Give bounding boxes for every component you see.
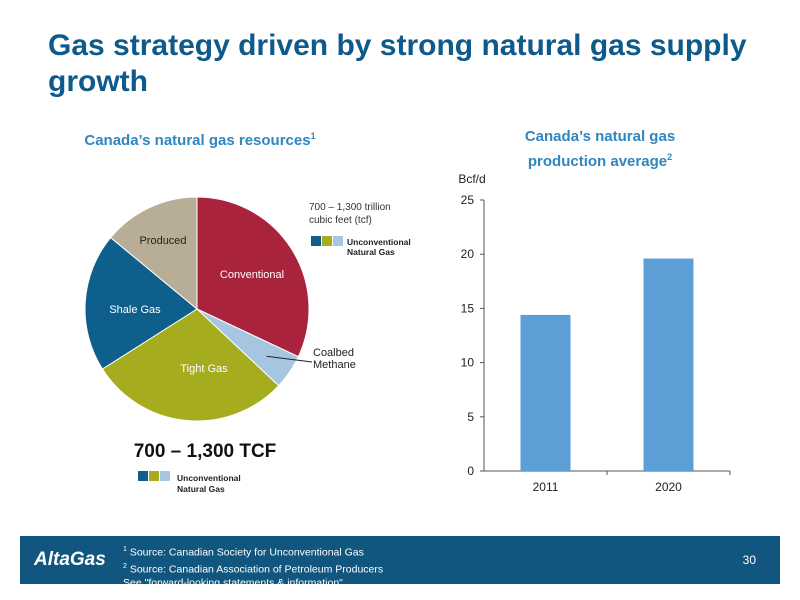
coalbed-leader-line — [266, 355, 313, 363]
pie-legend-bottom-line-2: Natural Gas — [177, 484, 225, 494]
footer-source-1-text: Source: Canadian Society for Unconventio… — [126, 546, 364, 559]
footer-source-2-sup: 2 — [123, 563, 127, 570]
bar-2011 — [520, 314, 571, 471]
pie-subtitle-text: Canada’s natural gas resources — [84, 132, 311, 149]
footer-source-3: See "forward-looking statements & inform… — [123, 577, 383, 591]
altagas-logo: AltaGas — [34, 549, 106, 570]
bar-subtitle: Canada’s natural gas production average2 — [470, 127, 730, 172]
pie-legend-bottom: Unconventional Natural Gas — [138, 471, 241, 494]
bar-chart: Bcf/d 0 5 10 15 20 25 2011 2020 — [458, 172, 731, 494]
pie-label-coalbed-methane-1: Coalbed — [313, 347, 354, 359]
bar-subtitle-line-2: production average — [527, 153, 668, 170]
footer-source-3-text: See "forward-looking statements & inform… — [123, 577, 343, 589]
pie-callout-line-1: 700 – 1,300 trillion — [309, 202, 391, 213]
pie-legend-top-swatch-3 — [333, 236, 343, 246]
pie-legend-bottom-swatch-1 — [138, 471, 148, 481]
bar-2020 — [643, 258, 694, 471]
pie-total-annotation: 700 – 1,300 TCF — [134, 441, 277, 462]
bar-subtitle-footnote: 2 — [667, 152, 673, 162]
bar-y-tick-15: 15 — [461, 301, 475, 315]
bar-subtitle-line-1: Canada’s natural gas — [524, 128, 676, 145]
bar-y-tick-25: 25 — [461, 193, 475, 207]
footer-sources: 1 Source: Canadian Society for Unconvent… — [123, 543, 383, 591]
pie-slice-produced — [109, 196, 198, 311]
footer-source-2: 2 Source: Canadian Association of Petrol… — [123, 560, 383, 577]
footer-bar: AltaGas 1 Source: Canadian Society for U… — [20, 536, 780, 589]
pie-label-conventional: Conventional — [220, 269, 284, 281]
bar-y-tick-5: 5 — [467, 410, 474, 424]
page-number: 30 — [742, 553, 756, 567]
pie-legend-bottom-line-1: Unconventional — [177, 473, 241, 483]
pie-legend-top-swatch-2 — [322, 236, 332, 246]
pie-legend-top-swatch-1 — [311, 236, 321, 246]
pie-legend-top-line-1: Unconventional — [347, 237, 411, 247]
pie-slice-conventional — [196, 196, 310, 358]
pie-legend-bottom-swatch-3 — [160, 471, 170, 481]
footer-source-1: 1 Source: Canadian Society for Unconvent… — [123, 543, 383, 560]
bar-y-tick-10: 10 — [461, 356, 475, 370]
pie-label-coalbed-methane-2: Methane — [313, 359, 356, 371]
bar-y-tick-0: 0 — [467, 464, 474, 478]
pie-legend-bottom-swatch-2 — [149, 471, 159, 481]
pie-label-produced: Produced — [139, 235, 186, 247]
pie-callout-line-2: cubic feet (tcf) — [309, 215, 372, 226]
pie-label-tight-gas: Tight Gas — [180, 363, 228, 375]
pie-slice-shale-gas — [84, 236, 198, 370]
bar-x-label-2011: 2011 — [533, 480, 559, 494]
footer-source-1-sup: 1 — [123, 546, 127, 553]
bar-y-tick-20: 20 — [461, 247, 475, 261]
bar-y-unit: Bcf/d — [458, 172, 485, 186]
pie-legend-top: Unconventional Natural Gas — [311, 236, 411, 257]
pie-slice-tight-gas — [101, 308, 280, 422]
bar-x-label-2020: 2020 — [655, 480, 682, 494]
pie-legend-top-line-2: Natural Gas — [347, 247, 395, 257]
pie-callout: 700 – 1,300 trillion cubic feet (tcf) — [309, 202, 391, 226]
pie-subtitle: Canada’s natural gas resources1 — [40, 126, 360, 151]
pie-label-shale-gas: Shale Gas — [109, 304, 161, 316]
slide-title: Gas strategy driven by strong natural ga… — [48, 29, 747, 98]
pie-subtitle-footnote: 1 — [310, 131, 316, 141]
footer-source-2-text: Source: Canadian Association of Petroleu… — [126, 563, 384, 576]
